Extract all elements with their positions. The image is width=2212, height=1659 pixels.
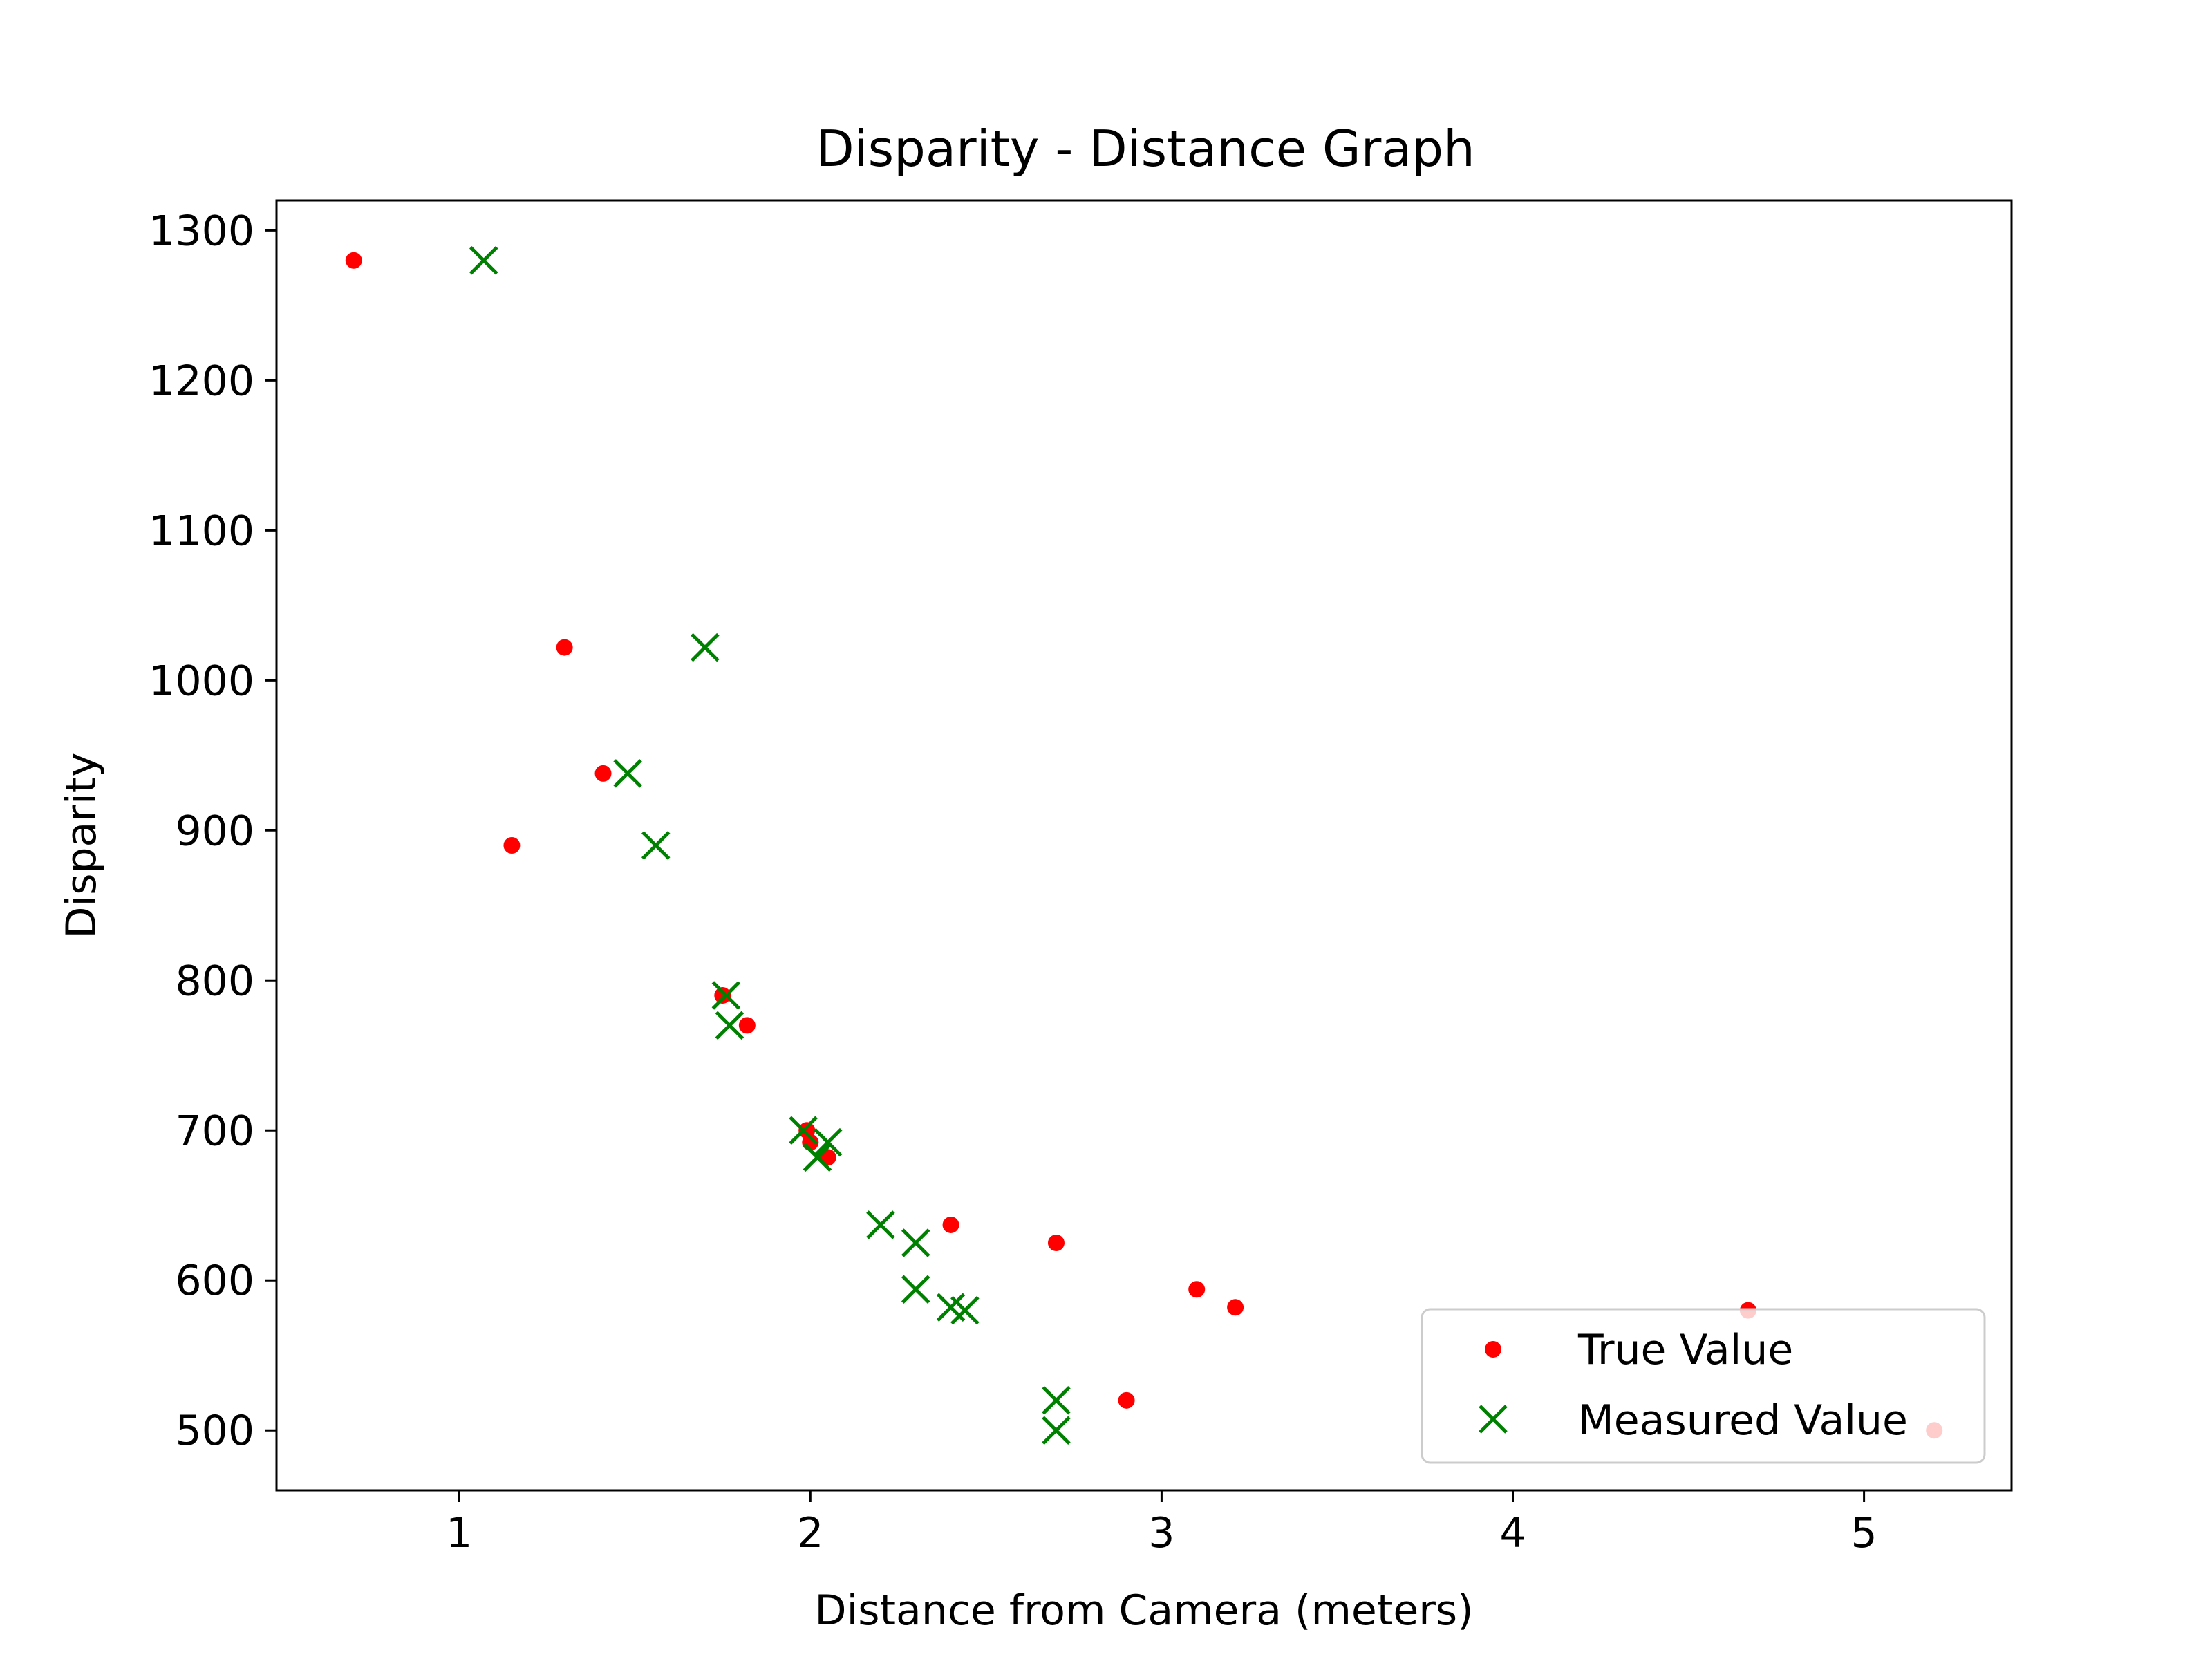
true-value-point — [738, 1017, 756, 1034]
measured-value-point — [641, 831, 671, 860]
x-axis-label: Distance from Camera (meters) — [814, 1586, 1473, 1635]
plot-frame — [275, 199, 2013, 1492]
true-value-point — [714, 986, 731, 1004]
x-axis-ticks: 1 2 3 4 5 — [446, 1490, 1877, 1557]
y-tick-label: 1000 — [149, 657, 254, 705]
legend-measured-value-label: Measured Value — [1578, 1396, 1908, 1445]
measured-value-point — [1042, 1386, 1071, 1415]
measured-value-point — [469, 246, 498, 275]
x-tick-label: 3 — [1148, 1509, 1174, 1557]
measured-value-point — [691, 632, 720, 662]
y-tick-label: 600 — [175, 1257, 254, 1305]
measured-value-point — [803, 1143, 832, 1172]
legend-true-value-marker — [1485, 1341, 1501, 1358]
y-tick-label: 1300 — [149, 207, 254, 255]
legend-measured-value-marker — [1479, 1405, 1508, 1434]
y-tick-label: 900 — [175, 807, 254, 855]
measured-value-point — [901, 1275, 930, 1304]
y-tick-label: 500 — [175, 1407, 254, 1455]
true-value-point — [1118, 1391, 1135, 1409]
legend: True Value Measured Value — [1421, 1308, 1986, 1464]
measured-value-point — [789, 1116, 818, 1145]
true-value-point — [1047, 1234, 1065, 1251]
measured-value-point — [950, 1295, 980, 1325]
x-tick-label: 5 — [1851, 1509, 1877, 1557]
measured-value-point — [715, 1011, 744, 1040]
measured-value-point — [1042, 1416, 1071, 1445]
true-value-point — [594, 765, 612, 782]
measured-value-point — [901, 1228, 930, 1257]
x-tick-label: 1 — [446, 1509, 472, 1557]
true-value-point — [942, 1216, 959, 1233]
plot-area: 1 2 3 4 5 500 600 700 800 900 1000 1100 1200 1300 — [149, 199, 2013, 1557]
measured-value-point — [711, 981, 741, 1010]
y-axis-label: Disparity — [57, 752, 106, 938]
y-tick-label: 800 — [175, 957, 254, 1005]
true-value-point — [1227, 1299, 1244, 1316]
true-value-point — [556, 639, 573, 656]
legend-box — [1421, 1308, 1986, 1464]
y-axis-ticks: 500 600 700 800 900 1000 1100 1200 1300 — [149, 207, 276, 1455]
y-tick-label: 1200 — [149, 357, 254, 405]
y-tick-label: 700 — [175, 1107, 254, 1155]
measured-value-point — [813, 1127, 843, 1157]
measured-value-point — [613, 759, 642, 788]
measured-value-point — [866, 1210, 895, 1239]
y-tick-label: 1100 — [149, 507, 254, 555]
x-tick-label: 4 — [1499, 1509, 1526, 1557]
plot-background — [276, 200, 2012, 1490]
series-measured-value — [469, 246, 1071, 1445]
x-tick-label: 2 — [797, 1509, 823, 1557]
legend-true-value-label: True Value — [1577, 1326, 1793, 1374]
true-value-point — [345, 252, 362, 269]
chart-title: Disparity - Distance Graph — [816, 120, 1475, 178]
true-value-point — [1188, 1281, 1206, 1298]
true-value-point — [503, 837, 521, 854]
